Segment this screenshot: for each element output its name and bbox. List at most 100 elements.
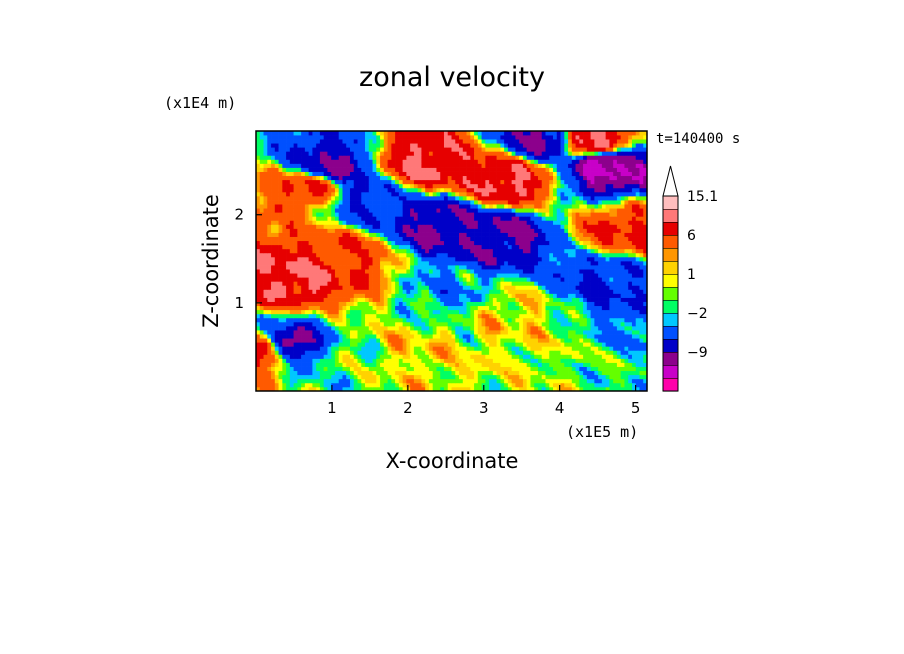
field-cell	[349, 342, 355, 347]
field-cell	[263, 212, 268, 217]
field-cell	[380, 358, 385, 363]
field-cell	[613, 382, 618, 388]
field-cell	[598, 224, 603, 229]
field-cell	[327, 289, 332, 294]
field-cell	[537, 386, 543, 392]
field-cell	[301, 305, 306, 311]
field-cell	[534, 366, 539, 372]
field-cell	[481, 204, 486, 209]
field-cell	[549, 301, 554, 307]
field-cell	[338, 293, 343, 298]
field-cell	[556, 358, 561, 363]
field-cell	[319, 358, 325, 363]
field-cell	[560, 326, 565, 331]
field-cell	[331, 321, 336, 327]
field-cell	[541, 200, 546, 205]
field-cell	[372, 220, 377, 225]
field-cell	[556, 216, 561, 221]
field-cell	[462, 386, 467, 392]
field-cell	[504, 346, 509, 351]
field-cell	[590, 208, 595, 213]
field-cell	[631, 317, 637, 323]
field-cell	[274, 285, 279, 290]
field-cell	[432, 289, 437, 294]
field-cell	[297, 309, 302, 315]
field-cell	[481, 200, 486, 205]
field-cell	[583, 200, 588, 205]
field-cell	[504, 305, 509, 311]
field-cell	[545, 346, 550, 351]
field-cell	[481, 293, 486, 298]
field-cell	[349, 281, 355, 286]
field-cell	[613, 277, 618, 282]
field-cell	[327, 240, 332, 246]
field-cell	[605, 313, 610, 319]
field-cell	[316, 240, 321, 246]
field-cell	[500, 244, 505, 250]
field-cell	[616, 358, 622, 363]
field-cell	[338, 265, 343, 270]
field-cell	[365, 358, 370, 363]
field-cell	[267, 293, 272, 298]
field-cell	[496, 362, 501, 367]
field-cell	[575, 208, 580, 213]
field-cell	[256, 374, 261, 380]
field-cell	[361, 305, 366, 311]
field-cell	[398, 240, 403, 246]
field-cell	[297, 236, 302, 242]
field-cell	[323, 261, 328, 266]
field-cell	[267, 240, 272, 246]
field-cell	[353, 232, 358, 237]
field-cell	[428, 277, 434, 282]
field-cell	[353, 208, 358, 213]
field-cell	[428, 252, 434, 258]
field-cell	[470, 362, 475, 367]
field-cell	[459, 293, 464, 298]
field-cell	[327, 273, 332, 278]
field-cell	[631, 216, 637, 221]
field-cell	[387, 378, 392, 384]
field-cell	[489, 370, 494, 376]
field-cell	[624, 265, 629, 270]
field-cell	[391, 240, 396, 246]
field-cell	[349, 289, 355, 294]
field-cell	[616, 309, 622, 315]
field-cell	[560, 244, 565, 250]
field-cell	[451, 334, 456, 339]
field-cell	[455, 204, 460, 209]
field-cell	[368, 330, 373, 335]
field-cell	[323, 277, 328, 282]
field-cell	[421, 281, 426, 286]
field-cell	[263, 273, 268, 278]
field-cell	[586, 301, 591, 307]
field-cell	[534, 261, 539, 266]
field-cell	[601, 321, 606, 327]
field-cell	[474, 212, 479, 217]
field-cell	[568, 228, 573, 233]
field-cell	[530, 305, 535, 311]
field-cell	[342, 281, 347, 286]
field-cell	[342, 317, 347, 323]
field-cell	[477, 273, 482, 278]
field-cell	[605, 248, 610, 254]
field-cell	[500, 212, 505, 217]
field-cell	[380, 265, 385, 270]
field-cell	[289, 228, 294, 233]
field-cell	[549, 281, 554, 286]
field-cell	[643, 273, 648, 278]
field-cell	[470, 370, 475, 376]
field-cell	[365, 224, 370, 229]
field-cell	[594, 269, 599, 274]
field-cell	[470, 330, 475, 335]
field-cell	[609, 204, 614, 209]
field-cell	[383, 354, 388, 359]
field-cell	[583, 386, 588, 392]
field-cell	[579, 374, 584, 380]
field-cell	[571, 216, 576, 221]
field-cell	[549, 309, 554, 315]
field-cell	[274, 338, 279, 343]
field-cell	[334, 285, 340, 290]
field-cell	[289, 362, 294, 367]
field-cell	[331, 216, 336, 221]
field-cell	[349, 285, 355, 290]
